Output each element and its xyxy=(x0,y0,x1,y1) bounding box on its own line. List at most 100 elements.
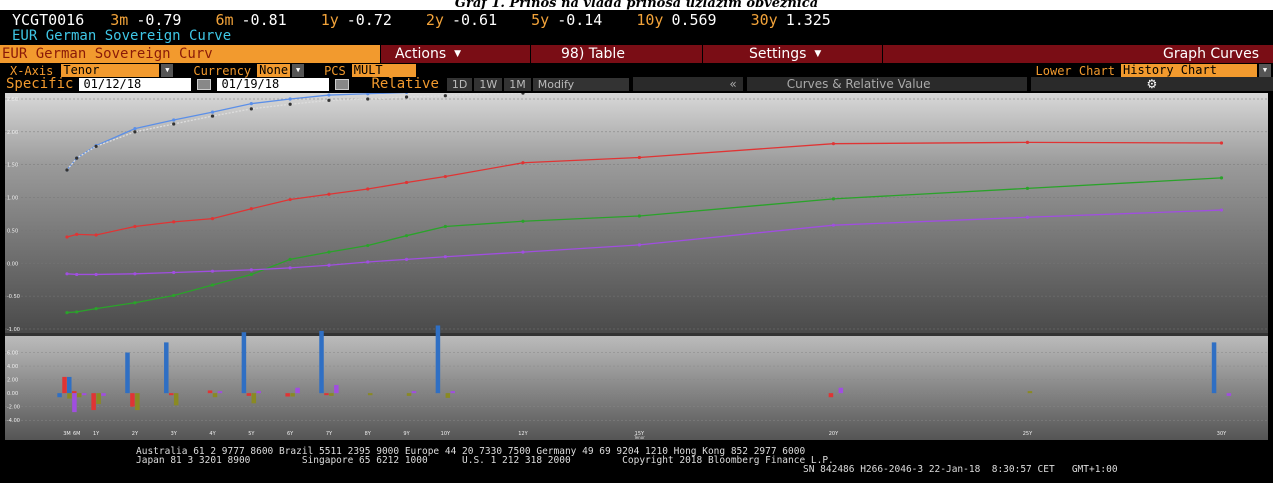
series-point xyxy=(133,224,137,229)
ticker-tenor: 5y xyxy=(531,10,550,29)
series-point xyxy=(1219,176,1224,180)
collapse-button[interactable]: « xyxy=(632,77,743,91)
upper-y-tick-label: 2.50 xyxy=(7,97,18,103)
series-point xyxy=(637,155,641,160)
lower-chart-background xyxy=(5,336,1268,440)
currency-label: Currency xyxy=(193,63,252,78)
end-date-input[interactable]: 01/19/18 xyxy=(217,77,330,91)
ticker-item: 1y -0.72 xyxy=(321,11,392,29)
x-tick-label: 3M xyxy=(63,431,71,437)
ticker-item: 5y -0.14 xyxy=(531,11,602,29)
x-tick-label: 4Y xyxy=(209,431,216,437)
history-bar xyxy=(1027,391,1033,394)
x-tick-label: 1Y xyxy=(93,431,100,437)
series-point xyxy=(404,95,409,99)
series-point xyxy=(637,243,641,247)
upper-y-tick-label: 1.00 xyxy=(7,196,18,202)
series-point xyxy=(65,235,69,239)
specific-label: Specific xyxy=(6,76,74,92)
start-date-input[interactable]: 01/12/18 xyxy=(79,77,192,91)
series-point xyxy=(521,219,525,223)
table-label: 98) Table xyxy=(561,46,625,62)
series-point xyxy=(443,255,447,259)
chevron-down-icon[interactable]: ▼ xyxy=(161,64,174,77)
table-button[interactable]: 98) Table xyxy=(530,45,702,63)
upper-y-tick-label: 2.00 xyxy=(7,130,18,136)
lower-y-tick-label: -4.00 xyxy=(7,418,20,424)
graph-curves-button[interactable]: Graph Curves xyxy=(882,45,1273,63)
calendar-icon[interactable] xyxy=(335,78,350,90)
xaxis-select[interactable]: Tenor xyxy=(61,64,160,77)
footer-contacts-line: Japan 81 3 3201 8900 Singapore 65 6212 1… xyxy=(136,455,834,466)
series-point xyxy=(249,207,253,211)
history-bar xyxy=(246,393,252,396)
main-toolbar: EUR German Sovereign Curv Actions ▼ 98) T… xyxy=(0,45,1273,63)
ticker-value: -0.61 xyxy=(451,10,498,29)
curve-name-field[interactable]: EUR German Sovereign Curv xyxy=(0,45,380,63)
history-bar xyxy=(62,376,67,394)
ticker-value: 1.325 xyxy=(785,10,831,29)
settings-menu-button[interactable]: Settings ▼ xyxy=(702,45,882,63)
gear-icon[interactable]: ⚙ xyxy=(1030,77,1273,91)
series-point xyxy=(637,214,641,218)
series-point xyxy=(366,243,370,248)
series-point xyxy=(327,250,331,254)
series-point xyxy=(327,93,331,97)
series-point xyxy=(443,94,447,98)
series-point xyxy=(404,234,409,238)
history-bar xyxy=(411,391,417,394)
x-tick-label: 5Y xyxy=(248,431,255,437)
series-point xyxy=(249,268,253,272)
series-point xyxy=(75,272,79,277)
x-tick-label: 9Y xyxy=(403,431,410,437)
range-1w-button[interactable]: 1W xyxy=(474,77,503,91)
series-point xyxy=(94,233,98,237)
ticker-symbol: YCGT0016 xyxy=(12,10,85,29)
series-point xyxy=(249,107,253,111)
actions-menu-button[interactable]: Actions ▼ xyxy=(380,45,530,63)
range-1d-button[interactable]: 1D xyxy=(446,77,473,91)
lower-y-tick-label: 6.00 xyxy=(7,351,18,357)
series-point xyxy=(249,272,253,277)
footer: Australia 61 2 9777 8600 Brazil 5511 239… xyxy=(0,444,1273,483)
xaxis-label: X-Axis xyxy=(10,63,54,78)
series-point xyxy=(133,130,137,134)
calendar-icon[interactable] xyxy=(197,78,212,90)
chevron-down-icon[interactable]: ▼ xyxy=(292,64,305,77)
x-tick-label: 6M xyxy=(73,431,81,437)
currency-select[interactable]: None xyxy=(257,63,291,77)
series-point xyxy=(210,114,215,118)
history-bar xyxy=(285,393,290,397)
series-point xyxy=(94,144,98,148)
series-point xyxy=(172,118,176,122)
history-bar xyxy=(290,393,295,397)
range-1m-button[interactable]: 1M xyxy=(504,77,531,91)
series-point xyxy=(443,224,447,229)
ticker-value: 0.569 xyxy=(671,10,717,29)
footer-contacts-line: Australia 61 2 9777 8600 Brazil 5511 239… xyxy=(136,446,806,457)
x-tick-label: 25Y xyxy=(1023,431,1033,437)
x-tick-label: 2Y xyxy=(132,431,139,437)
series-point xyxy=(288,197,292,202)
upper-y-tick-label: 0.50 xyxy=(7,228,18,234)
upper-y-tick-label: -1.00 xyxy=(7,327,20,333)
history-bar xyxy=(164,342,169,394)
series-point xyxy=(172,293,176,298)
chevron-down-icon: ▼ xyxy=(814,49,822,59)
series-point xyxy=(133,126,137,131)
modify-button[interactable]: Modify xyxy=(532,77,629,91)
history-bar xyxy=(96,393,101,404)
pcs-field[interactable]: MULT xyxy=(351,64,416,77)
upper-chart-background xyxy=(5,93,1268,333)
ticker-tenor: 1y xyxy=(320,10,339,29)
history-bar xyxy=(450,391,456,394)
series-point xyxy=(288,266,292,270)
series-point xyxy=(521,250,525,254)
series-point xyxy=(1219,141,1224,145)
lower-chart-select[interactable]: History Chart xyxy=(1121,64,1257,77)
series-point xyxy=(75,310,79,314)
settings-label: Settings xyxy=(749,46,807,62)
curves-relative-value-link[interactable]: Curves & Relative Value xyxy=(746,77,1027,91)
chevron-down-icon[interactable]: ▼ xyxy=(1259,64,1271,77)
ticker-value: -0.14 xyxy=(557,10,603,29)
